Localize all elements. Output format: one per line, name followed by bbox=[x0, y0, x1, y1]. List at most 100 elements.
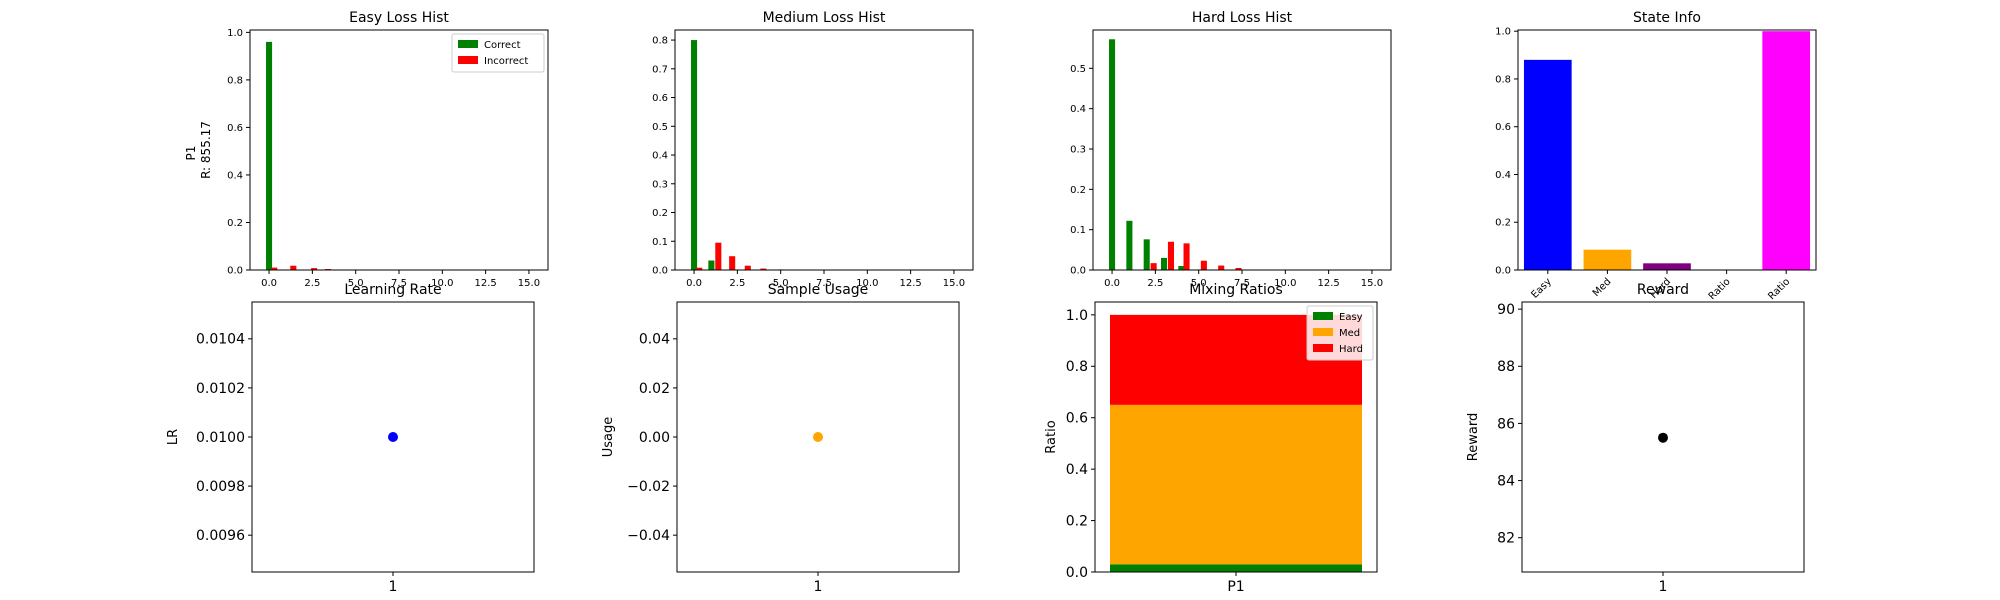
bar-correct bbox=[1161, 257, 1168, 270]
y-tick-label: 88 bbox=[1497, 359, 1515, 375]
bar bbox=[1643, 263, 1691, 270]
x-tick-label: 1 bbox=[1659, 579, 1668, 595]
y-tick-label: 0.6 bbox=[1066, 411, 1088, 427]
y-tick-label: 0.6 bbox=[227, 123, 243, 134]
x-tick-label: 5.0 bbox=[773, 278, 789, 289]
y-tick-label: 1.0 bbox=[1066, 308, 1088, 324]
point bbox=[813, 432, 823, 442]
y-tick-label: 0.3 bbox=[1070, 144, 1086, 155]
bar-correct bbox=[691, 40, 698, 271]
bar-incorrect bbox=[729, 256, 736, 270]
y-tick-label: 0.0 bbox=[1066, 565, 1088, 581]
x-tick-label: 2.5 bbox=[304, 278, 320, 289]
chart-title: Learning Rate bbox=[344, 282, 441, 298]
x-tick-label: 5.0 bbox=[1191, 278, 1207, 289]
x-tick-label: 12.5 bbox=[1317, 278, 1339, 289]
x-tick-label: Ratio bbox=[1766, 276, 1792, 302]
y-tick-label: 84 bbox=[1497, 473, 1515, 489]
y-tick-label: 0.0 bbox=[227, 266, 243, 277]
y-tick-label: 0.0096 bbox=[196, 528, 245, 544]
chart-title: Medium Loss Hist bbox=[763, 10, 886, 26]
bar bbox=[1523, 59, 1572, 271]
x-tick-label: 0.0 bbox=[261, 278, 277, 289]
y-tick-label: 0.00 bbox=[639, 430, 670, 446]
plot-frame bbox=[676, 301, 960, 573]
stacked-bar-easy bbox=[1110, 564, 1362, 572]
x-tick-label: 15.0 bbox=[943, 278, 965, 289]
bar-incorrect bbox=[311, 268, 318, 270]
legend-swatch bbox=[1313, 344, 1333, 352]
chart-medium: Medium Loss Hist 0.0 0.1 0.2 0.3 0.4 0.5 0.6 0.7… bbox=[652, 10, 974, 289]
y-tick-label: 0.0100 bbox=[196, 430, 245, 446]
chart-title: Sample Usage bbox=[768, 282, 869, 298]
x-tick-label: 15.0 bbox=[1361, 278, 1383, 289]
chart-easy: Easy Loss Hist 0.0 0.2 0.4 0.6 0.8 1.0 0.0 2.5 5.… bbox=[227, 10, 549, 289]
x-tick-label: 7.5 bbox=[1234, 278, 1250, 289]
y-tick-label: 0.04 bbox=[639, 332, 670, 348]
legend-label: Correct bbox=[484, 40, 521, 51]
legend-swatch bbox=[1313, 312, 1333, 320]
bar-incorrect bbox=[744, 265, 751, 270]
y-tick-label: 0.1 bbox=[1070, 225, 1086, 236]
y-tick-label: 0.6 bbox=[652, 93, 668, 104]
x-tick-label: 12.5 bbox=[474, 278, 496, 289]
y-tick-label: 0.2 bbox=[1495, 218, 1511, 229]
y-axis-label: Usage bbox=[601, 417, 616, 458]
chart-lr: Learning Rate 0.0096 0.0098 0.0100 0.0102 0.0… bbox=[166, 282, 535, 595]
chart-mixing: Mixing Ratios 0.0 0.2 0.4 0.6 0.8 1.0 Ratio P1 Ea… bbox=[1044, 282, 1378, 595]
y-tick-label: 1.0 bbox=[227, 28, 243, 39]
y-tick-label: 0.2 bbox=[1066, 513, 1088, 529]
bar-incorrect bbox=[696, 267, 703, 270]
plot-frame bbox=[251, 301, 535, 573]
chart-reward: Reward 82 84 86 88 90 Reward 1 bbox=[1466, 282, 1805, 595]
y-tick-label: 0.7 bbox=[652, 64, 668, 75]
y-tick-label: −0.02 bbox=[627, 479, 670, 495]
legend-label: Incorrect bbox=[484, 56, 528, 67]
point bbox=[388, 432, 398, 442]
plot-frame bbox=[1092, 29, 1392, 271]
bar-correct bbox=[1109, 39, 1116, 270]
y-tick-label: 0.2 bbox=[652, 208, 668, 219]
x-tick-label: 5.0 bbox=[348, 278, 364, 289]
y-tick-label: 0.0 bbox=[1070, 266, 1086, 277]
plot-frame bbox=[674, 29, 974, 271]
x-tick-label: 7.5 bbox=[816, 278, 832, 289]
x-tick-label: P1 bbox=[1227, 579, 1244, 595]
y-tick-label: 82 bbox=[1497, 531, 1515, 547]
point bbox=[1658, 432, 1668, 443]
y-tick-label: 0.4 bbox=[652, 151, 668, 162]
bar-correct bbox=[1143, 239, 1150, 270]
legend-swatch bbox=[458, 56, 478, 64]
x-tick-label: 10.0 bbox=[431, 278, 453, 289]
chart-hard: Hard Loss Hist 0.0 0.1 0.2 0.3 0.4 0.5 0.0 2.5 5.… bbox=[1070, 10, 1392, 289]
x-tick-label: Ratio bbox=[1707, 276, 1733, 302]
row-label-bottom: R: 855.17 bbox=[199, 121, 213, 179]
row-label-top: P1 bbox=[184, 146, 198, 161]
bar-correct bbox=[1126, 220, 1133, 270]
y-tick-label: 86 bbox=[1497, 416, 1515, 432]
y-tick-label: 1.0 bbox=[1495, 27, 1511, 38]
y-tick-label: 0.5 bbox=[1070, 64, 1086, 75]
y-tick-label: 0.5 bbox=[652, 122, 668, 133]
x-tick-label: 2.5 bbox=[729, 278, 745, 289]
bar bbox=[1583, 249, 1632, 270]
y-tick-label: 0.0102 bbox=[196, 381, 245, 397]
bar-correct bbox=[266, 41, 273, 270]
bar bbox=[1762, 31, 1811, 270]
y-tick-label: 0.3 bbox=[652, 179, 668, 190]
x-tick-label: Med bbox=[1591, 276, 1614, 299]
plot-frame bbox=[1521, 301, 1805, 573]
y-tick-label: 0.8 bbox=[227, 75, 243, 86]
x-tick-label: 10.0 bbox=[856, 278, 878, 289]
bar-incorrect bbox=[715, 242, 722, 270]
x-tick-label: 15.0 bbox=[518, 278, 540, 289]
x-tick-label: Easy bbox=[1529, 276, 1554, 301]
x-tick-label: 0.0 bbox=[686, 278, 702, 289]
y-tick-label: 0.6 bbox=[1495, 122, 1511, 133]
y-tick-label: 0.8 bbox=[1066, 359, 1088, 375]
y-tick-label: 0.1 bbox=[652, 237, 668, 248]
plot-frame bbox=[249, 29, 549, 271]
legend-label: Med bbox=[1339, 328, 1360, 339]
y-tick-label: 0.2 bbox=[1070, 185, 1086, 196]
